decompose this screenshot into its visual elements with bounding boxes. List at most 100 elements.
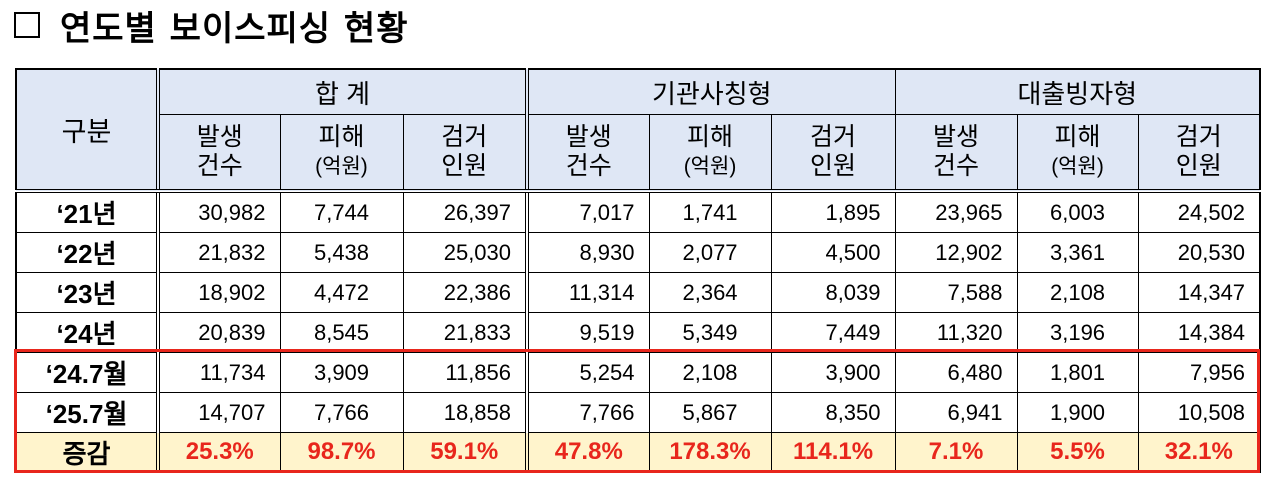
header-row-groups: 구분 합 계 기관사칭형 대출빙자형 bbox=[15, 68, 1261, 193]
table-row: ‘23년 18,902 4,472 22,386 11,314 2,364 8,039 7,5… bbox=[15, 272, 1261, 313]
header-row-sub: 발생 건수 피해 (억원) 검거 인원 발생 건수 피해 (억원) 검거 인원 발생 건수 피해 (억원) 검거… bbox=[16, 114, 1261, 193]
cell-value: 59.1% bbox=[402, 432, 528, 473]
header-group-agency: 기관사칭형 bbox=[525, 68, 896, 115]
cell-value: 47.8% bbox=[525, 432, 650, 473]
cell-value: 24,502 bbox=[1137, 190, 1261, 233]
cell-value: 2,364 bbox=[648, 272, 772, 313]
cell-value: 4,472 bbox=[279, 272, 404, 313]
header-sub-line2: 인원 bbox=[810, 152, 857, 180]
cell-value: 1,900 bbox=[1016, 392, 1139, 433]
cell-value: 1,801 bbox=[1016, 352, 1139, 393]
cell-value: 8,350 bbox=[770, 392, 896, 433]
header-sub-1-1: 피해 (억원) bbox=[648, 114, 772, 193]
header-sub-2-2: 검거 인원 bbox=[1137, 114, 1261, 193]
header-sub-line1: 피해 bbox=[318, 123, 365, 151]
cell-value: 20,839 bbox=[156, 312, 281, 353]
cell-value: 32.1% bbox=[1137, 432, 1261, 473]
cell-value: 18,902 bbox=[156, 272, 281, 313]
cell-value: 6,003 bbox=[1016, 190, 1139, 233]
cell-value: 11,314 bbox=[525, 272, 650, 313]
cell-value: 5,254 bbox=[525, 352, 650, 393]
header-sub-line1: 발생 bbox=[196, 123, 243, 151]
table-row: ‘21년 30,982 7,744 26,397 7,017 1,741 1,895 23,9… bbox=[15, 190, 1261, 233]
cell-value: 9,519 bbox=[525, 312, 650, 353]
cell-value: 3,361 bbox=[1016, 232, 1139, 273]
header-sub-line1: 피해 bbox=[687, 123, 734, 151]
cell-value: 11,734 bbox=[156, 352, 281, 393]
cell-value: 22,386 bbox=[402, 272, 528, 313]
header-sub-line2: (억원) bbox=[1051, 155, 1104, 178]
header-group-loan: 대출빙자형 bbox=[894, 68, 1261, 115]
cell-value: 7,017 bbox=[525, 190, 650, 233]
table-row: ‘24년 20,839 8,545 21,833 9,519 5,349 7,449 11,3… bbox=[15, 312, 1261, 353]
cell-value: 7.1% bbox=[894, 432, 1018, 473]
cell-value: 3,196 bbox=[1016, 312, 1139, 353]
cell-value: 2,108 bbox=[648, 352, 772, 393]
cell-value: 8,039 bbox=[770, 272, 896, 313]
cell-value: 14,347 bbox=[1137, 272, 1261, 313]
cell-value: 1,895 bbox=[770, 190, 896, 233]
total-row: 증감 25.3% 98.7% 59.1% 47.8% 178.3% 114.1% 7.1% 5.… bbox=[15, 432, 1261, 473]
voice-phishing-table: 구분 합 계 기관사칭형 대출빙자형 발생 건수 피해 (억원) 검거 인원 발생 건수 피해(… bbox=[15, 68, 1262, 473]
row-label: ‘25.7월 bbox=[15, 392, 159, 433]
cell-value: 2,077 bbox=[648, 232, 772, 273]
cell-value: 7,588 bbox=[894, 272, 1018, 313]
cell-value: 5.5% bbox=[1016, 432, 1139, 473]
table-row: ‘24.7월 11,734 3,909 11,856 5,254 2,108 3,900 6,… bbox=[15, 352, 1261, 393]
table-row: ‘22년 21,832 5,438 25,030 8,930 2,077 4,500 12,9… bbox=[15, 232, 1261, 273]
header-sub-line2: 인원 bbox=[441, 152, 488, 180]
header-sub-2-0: 발생 건수 bbox=[894, 114, 1018, 193]
cell-value: 4,500 bbox=[770, 232, 896, 273]
cell-value: 5,349 bbox=[648, 312, 772, 353]
cell-value: 25,030 bbox=[402, 232, 528, 273]
title-text: 연도별 보이스피싱 현황 bbox=[60, 8, 409, 49]
header-sub-line1: 피해 bbox=[1054, 123, 1101, 151]
header-sub-line2: 인원 bbox=[1175, 152, 1222, 180]
page-title: 연도별 보이스피싱 현황 bbox=[14, 2, 409, 49]
header-sub-line2: (억원) bbox=[683, 155, 737, 178]
header-sub-line1: 검거 bbox=[441, 123, 488, 151]
cell-value: 21,832 bbox=[156, 232, 281, 273]
cell-value: 7,766 bbox=[279, 392, 404, 433]
cell-value: 18,858 bbox=[402, 392, 528, 433]
header-sub-0-2: 검거 인원 bbox=[402, 114, 528, 193]
cell-value: 10,508 bbox=[1137, 392, 1261, 433]
header-sub-line1: 검거 bbox=[810, 123, 857, 151]
cell-value: 6,941 bbox=[894, 392, 1018, 433]
header-sub-line1: 검거 bbox=[1175, 123, 1222, 151]
cell-value: 14,707 bbox=[156, 392, 281, 433]
checkbox-square-icon bbox=[14, 12, 40, 38]
cell-value: 11,320 bbox=[894, 312, 1018, 353]
cell-value: 1,741 bbox=[648, 190, 772, 233]
cell-value: 21,833 bbox=[402, 312, 528, 353]
cell-value: 5,867 bbox=[648, 392, 772, 433]
row-label: 증감 bbox=[15, 432, 159, 473]
table-row: ‘25.7월 14,707 7,766 18,858 7,766 5,867 8,350 6,… bbox=[15, 392, 1261, 433]
cell-value: 14,384 bbox=[1137, 312, 1261, 353]
cell-value: 7,766 bbox=[525, 392, 650, 433]
cell-value: 98.7% bbox=[279, 432, 404, 473]
cell-value: 8,930 bbox=[525, 232, 650, 273]
cell-value: 7,744 bbox=[279, 190, 404, 233]
cell-value: 30,982 bbox=[156, 190, 281, 233]
cell-value: 8,545 bbox=[279, 312, 404, 353]
cell-value: 3,900 bbox=[770, 352, 896, 393]
cell-value: 6,480 bbox=[894, 352, 1018, 393]
cell-value: 23,965 bbox=[894, 190, 1018, 233]
table-body: ‘21년 30,982 7,744 26,397 7,017 1,741 1,895 23,9… bbox=[15, 190, 1261, 473]
header-sub-1-0: 발생 건수 bbox=[525, 114, 650, 193]
header-sub-line1: 발생 bbox=[933, 123, 980, 151]
row-label: ‘24년 bbox=[15, 312, 159, 353]
cell-value: 7,956 bbox=[1137, 352, 1261, 393]
cell-value: 25.3% bbox=[156, 432, 281, 473]
header-sub-0-0: 발생 건수 bbox=[156, 114, 281, 193]
header-sub-line2: (억원) bbox=[315, 155, 368, 178]
cell-value: 7,449 bbox=[770, 312, 896, 353]
cell-value: 114.1% bbox=[770, 432, 896, 473]
header-sub-line2: 건수 bbox=[933, 152, 980, 180]
cell-value: 3,909 bbox=[279, 352, 404, 393]
cell-value: 5,438 bbox=[279, 232, 404, 273]
cell-value: 12,902 bbox=[894, 232, 1018, 273]
cell-value: 26,397 bbox=[402, 190, 528, 233]
cell-value: 178.3% bbox=[648, 432, 772, 473]
